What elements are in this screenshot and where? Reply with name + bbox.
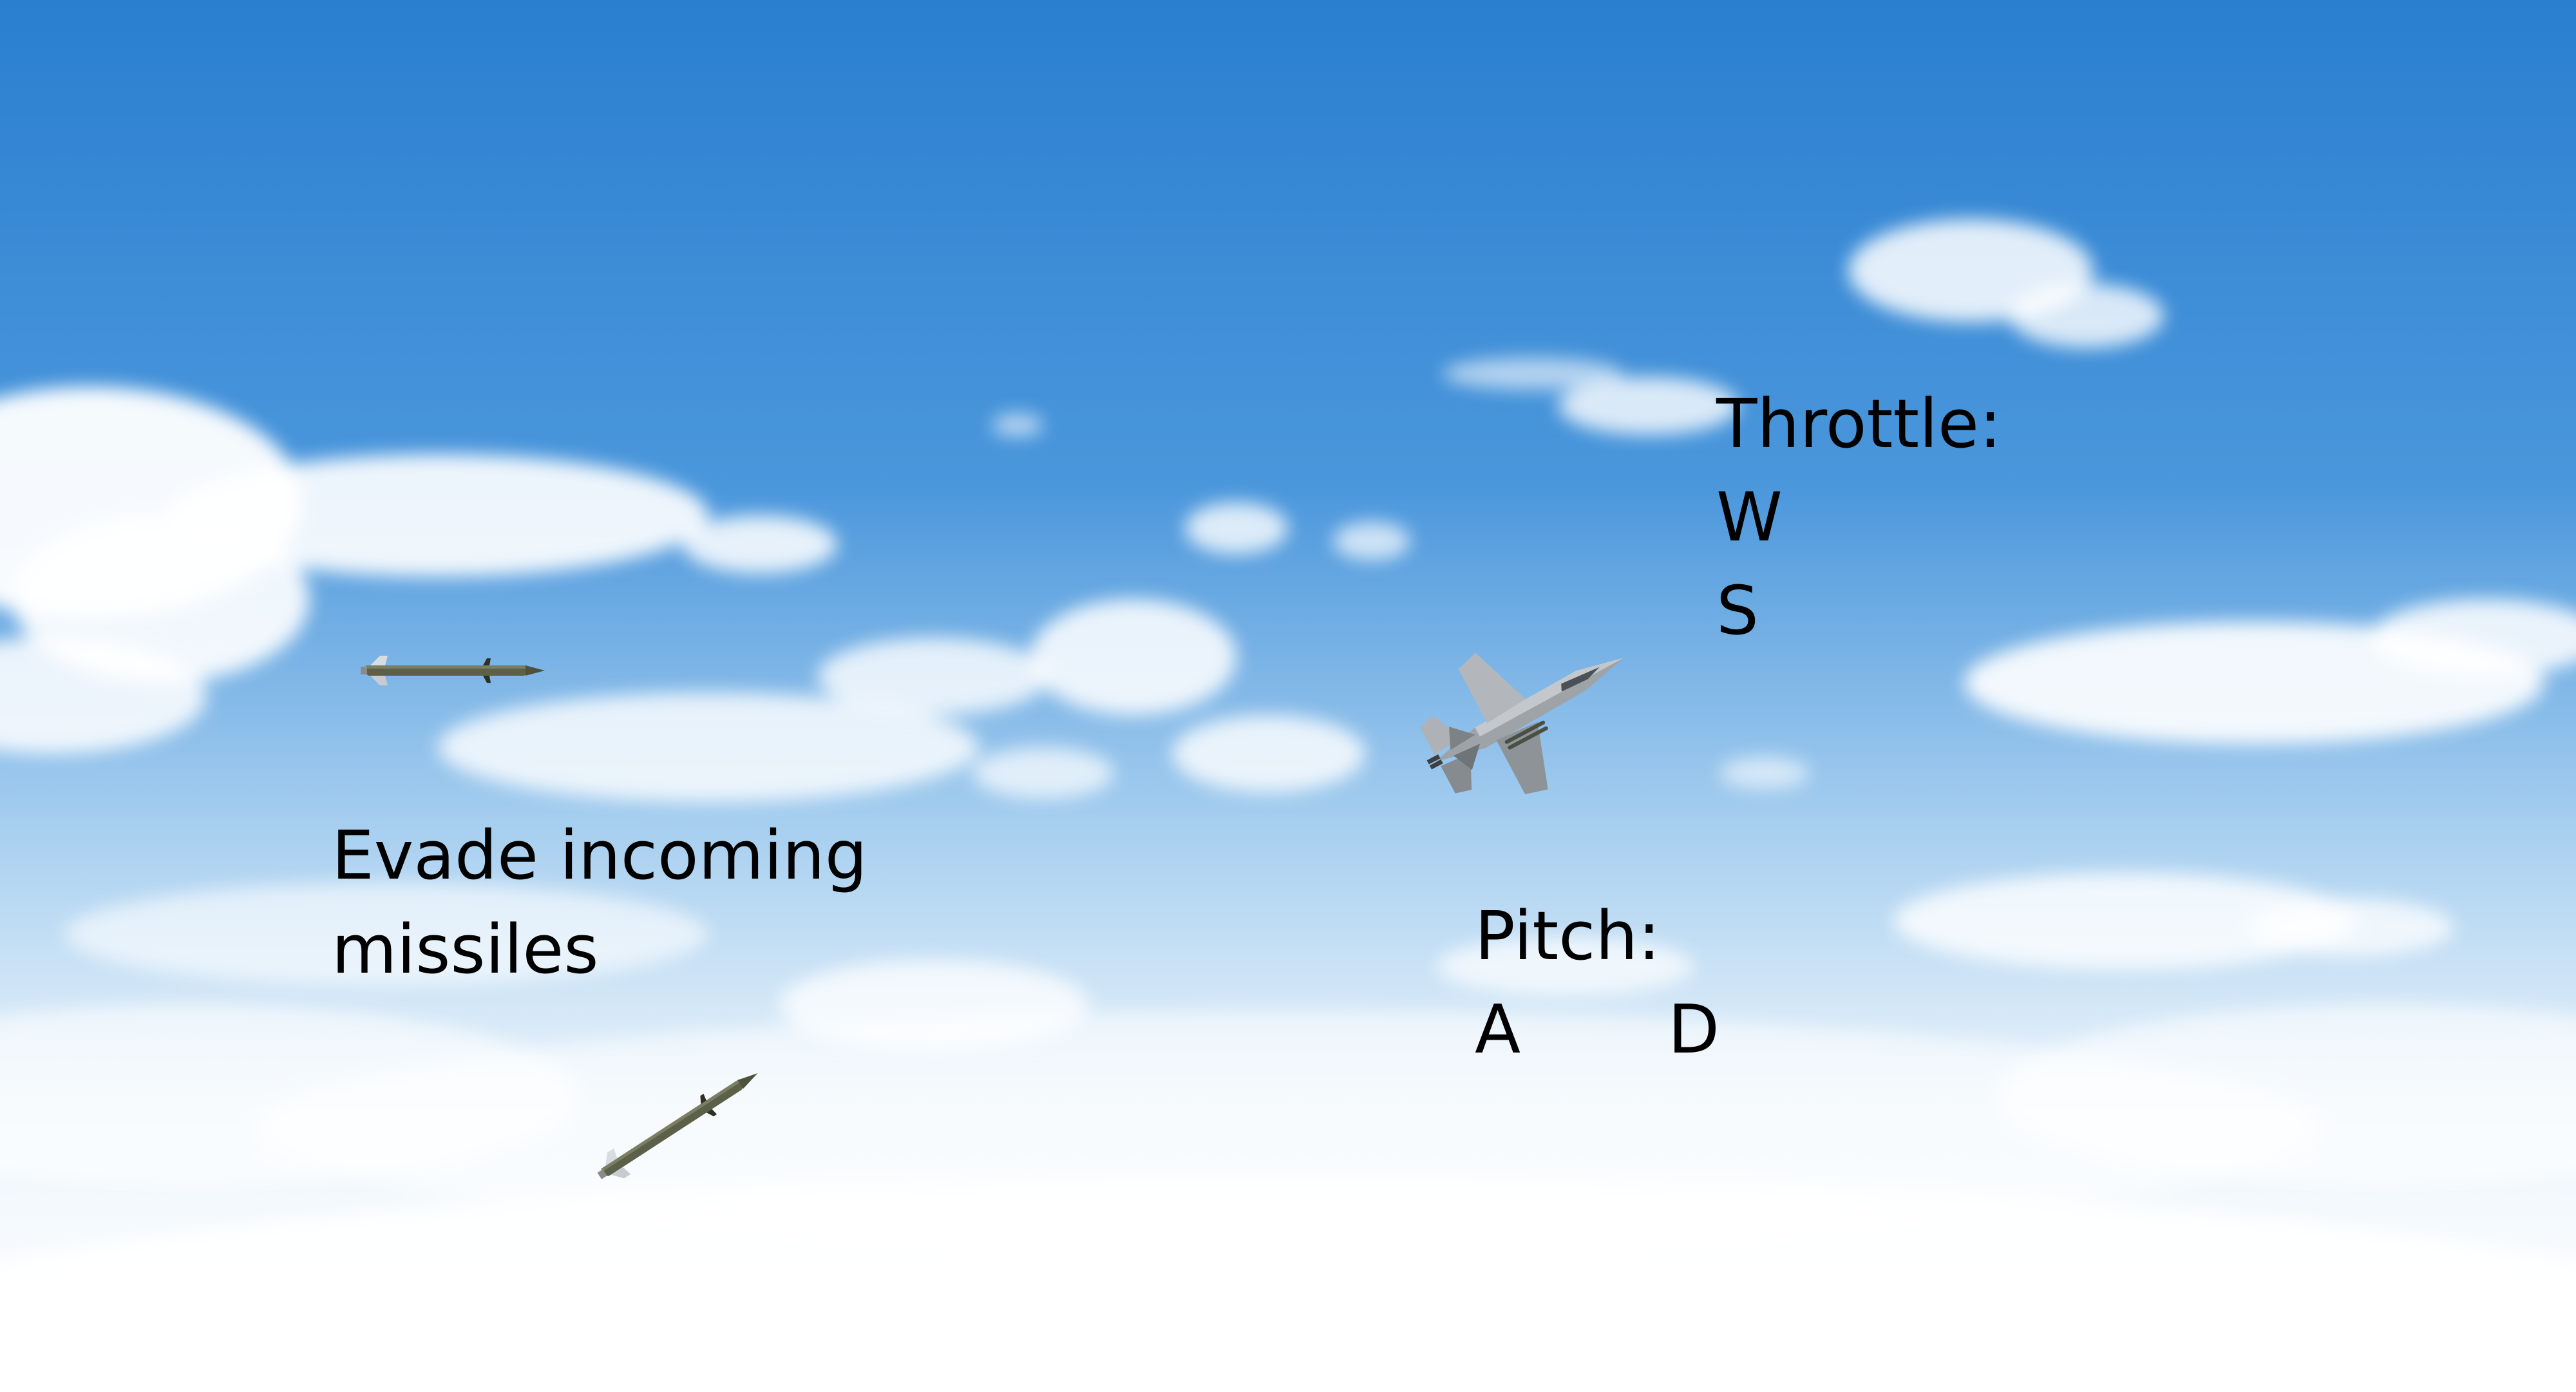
throttle-label: Throttle: [1716,385,2002,463]
pitch-label: Pitch: [1475,897,1661,975]
throttle-down-key: S [1716,571,1759,650]
throttle-up-key: W [1716,478,1783,557]
fighter-jet-icon [1420,653,1624,794]
pitch-left-key: A [1475,990,1521,1069]
clouds [0,219,2576,1392]
missile-icon [597,1073,758,1179]
missile-icon [361,656,545,685]
objective-text: Evade incoming missiles [332,816,867,989]
pitch-right-key: D [1668,990,1720,1069]
